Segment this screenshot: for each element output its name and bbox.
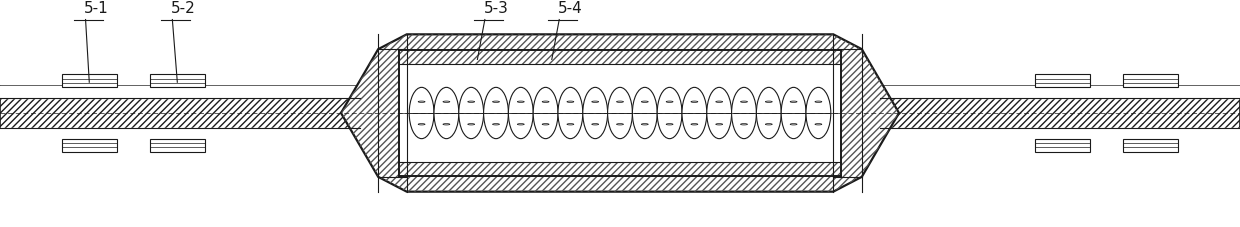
Ellipse shape xyxy=(790,124,797,126)
Ellipse shape xyxy=(608,88,632,139)
Ellipse shape xyxy=(641,101,649,103)
Ellipse shape xyxy=(815,124,822,126)
Bar xyxy=(399,162,841,176)
Ellipse shape xyxy=(508,88,533,139)
Ellipse shape xyxy=(459,88,484,139)
Ellipse shape xyxy=(517,124,525,126)
Text: 5-2: 5-2 xyxy=(171,1,196,16)
Ellipse shape xyxy=(492,101,500,103)
Ellipse shape xyxy=(806,88,831,139)
Ellipse shape xyxy=(765,101,773,103)
Ellipse shape xyxy=(691,101,698,103)
Bar xyxy=(62,139,117,152)
Ellipse shape xyxy=(443,124,450,126)
Ellipse shape xyxy=(657,88,682,139)
Bar xyxy=(1035,75,1090,88)
Ellipse shape xyxy=(616,101,624,103)
Ellipse shape xyxy=(815,101,822,103)
Polygon shape xyxy=(341,35,899,192)
Ellipse shape xyxy=(492,124,500,126)
Ellipse shape xyxy=(632,88,657,139)
Ellipse shape xyxy=(583,88,608,139)
Ellipse shape xyxy=(790,101,797,103)
Ellipse shape xyxy=(666,101,673,103)
Ellipse shape xyxy=(641,124,649,126)
Ellipse shape xyxy=(517,101,525,103)
Ellipse shape xyxy=(558,88,583,139)
Text: 5-1: 5-1 xyxy=(84,1,109,16)
Bar xyxy=(0,86,360,141)
Ellipse shape xyxy=(591,101,599,103)
Ellipse shape xyxy=(740,101,748,103)
Ellipse shape xyxy=(666,124,673,126)
Ellipse shape xyxy=(567,124,574,126)
Bar xyxy=(399,51,841,65)
Bar xyxy=(1035,139,1090,152)
Text: 5-4: 5-4 xyxy=(558,1,583,16)
Ellipse shape xyxy=(567,101,574,103)
Ellipse shape xyxy=(533,88,558,139)
Ellipse shape xyxy=(740,124,748,126)
Ellipse shape xyxy=(756,88,781,139)
Ellipse shape xyxy=(715,124,723,126)
Bar xyxy=(150,139,205,152)
Ellipse shape xyxy=(434,88,459,139)
Bar xyxy=(1123,75,1178,88)
Ellipse shape xyxy=(409,88,434,139)
Ellipse shape xyxy=(691,124,698,126)
Ellipse shape xyxy=(467,101,475,103)
Bar xyxy=(1123,139,1178,152)
Ellipse shape xyxy=(418,124,425,126)
Ellipse shape xyxy=(484,88,508,139)
Ellipse shape xyxy=(715,101,723,103)
Ellipse shape xyxy=(765,124,773,126)
Ellipse shape xyxy=(542,124,549,126)
Bar xyxy=(880,86,1240,141)
Bar xyxy=(880,86,1240,141)
Ellipse shape xyxy=(542,101,549,103)
Ellipse shape xyxy=(591,124,599,126)
Ellipse shape xyxy=(616,124,624,126)
Ellipse shape xyxy=(467,124,475,126)
Ellipse shape xyxy=(418,101,425,103)
Ellipse shape xyxy=(443,101,450,103)
Ellipse shape xyxy=(781,88,806,139)
Ellipse shape xyxy=(682,88,707,139)
Bar xyxy=(0,86,360,141)
Text: 5-3: 5-3 xyxy=(484,1,508,16)
Ellipse shape xyxy=(707,88,732,139)
Bar xyxy=(150,75,205,88)
Bar xyxy=(62,75,117,88)
Bar xyxy=(412,88,828,139)
Ellipse shape xyxy=(732,88,756,139)
Bar xyxy=(399,51,841,176)
